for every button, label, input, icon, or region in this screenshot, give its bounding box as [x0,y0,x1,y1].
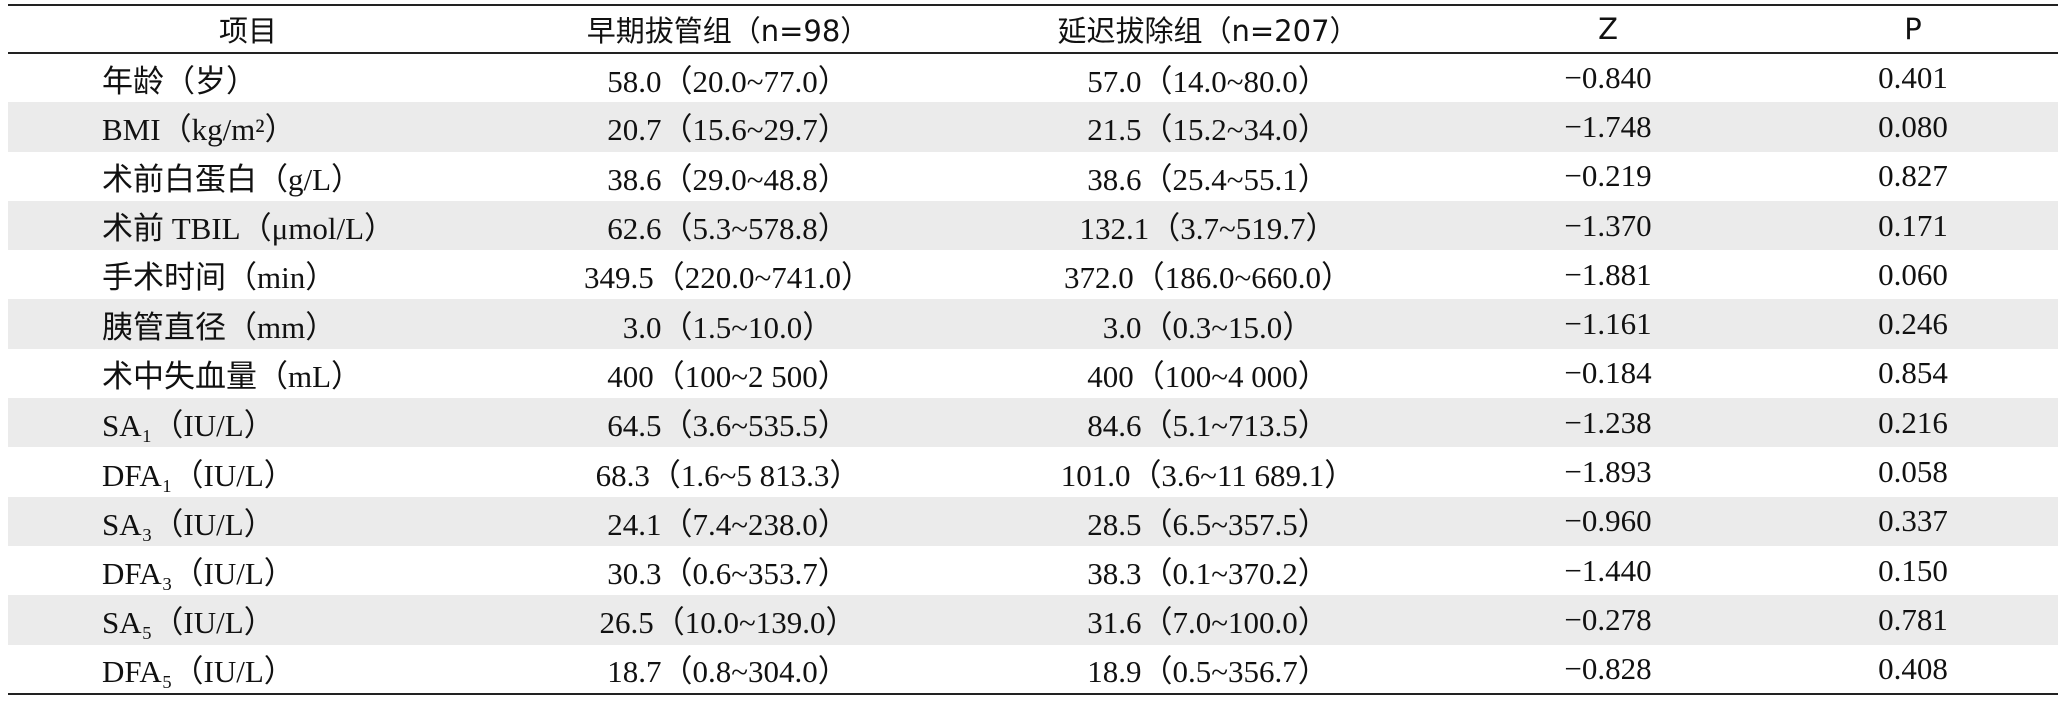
cell: −1.161 [1564,306,1652,342]
cell: 31.6（7.0~100.0） [1087,605,1329,641]
header-cell: 早期拔管组（n=98） [586,14,870,48]
cell: 0.246 [1878,306,1948,342]
table-row: DFA₃（IU/L） 30.3（0.6~353.7） 38.3（0.1~370.2）… [8,546,2058,595]
table-row: SA₁（IU/L） 64.5（3.6~535.5） 84.6（5.1~713.5） −… [8,398,2058,448]
cell: 0.781 [1878,601,1948,637]
header-row: 项目 早期拔管组（n=98） 延迟拔除组（n=207） Z P [8,5,2058,53]
cell: 26.5（10.0~139.0） [599,605,857,641]
row-label: BMI（kg/m²） [102,112,296,148]
cell: 62.6（5.3~578.8） [607,211,849,247]
cell: 349.5（220.0~741.0） [583,260,873,296]
table-row: SA₃（IU/L） 24.1（7.4~238.0） 28.5（6.5~357.5） −… [8,496,2058,546]
cell: 0.337 [1878,503,1948,539]
cell: 84.6（5.1~713.5） [1087,408,1329,444]
cell: −1.440 [1564,552,1652,588]
table-row: 术前白蛋白（g/L） 38.6（29.0~48.8） 38.6（25.4~55.1）… [8,152,2058,201]
cell: 0.408 [1878,650,1948,686]
cell: 38.6（29.0~48.8） [607,161,849,197]
cell: 18.9（0.5~356.7） [1087,654,1329,690]
cell: 0.060 [1878,256,1948,292]
cell: 20.7（15.6~29.7） [607,112,849,148]
cell: 101.0（3.6~11 689.1） [1060,457,1356,493]
row-label: DFA₅（IU/L） [102,654,295,690]
cell: 21.5（15.2~34.0） [1087,112,1329,148]
cell: −0.840 [1564,60,1652,96]
cell: 0.827 [1878,158,1948,194]
table-row: 术中失血量（mL） 400（100~2 500） 400（100~4 000） −0.… [8,349,2058,398]
header-cell: P [1904,12,1922,46]
cell: −0.219 [1564,158,1652,194]
cell: −0.828 [1564,650,1652,686]
cell: 30.3（0.6~353.7） [607,556,849,592]
cell: 0.216 [1878,404,1948,440]
cell: −0.960 [1564,503,1652,539]
table-row: SA₅（IU/L） 26.5（10.0~139.0） 31.6（7.0~100.0）… [8,595,2058,645]
table-row: 手术时间（min） 349.5（220.0~741.0） 372.0（186.0~6… [8,250,2058,299]
cell: −0.278 [1564,601,1652,637]
cell: 38.3（0.1~370.2） [1087,556,1329,592]
cell: 400（100~4 000） [1087,358,1329,394]
cell: 0.150 [1878,552,1948,588]
data-table: 项目 早期拔管组（n=98） 延迟拔除组（n=207） Z P 年龄（岁） 58.0（20… [8,4,2058,695]
cell: 132.1（3.7~519.7） [1079,211,1337,247]
cell: 0.401 [1878,60,1948,96]
cell: 38.6（25.4~55.1） [1087,161,1329,197]
cell: 64.5（3.6~535.5） [607,408,849,444]
row-label: SA₅（IU/L） [102,605,275,641]
row-label: SA₃（IU/L） [102,506,275,542]
cell: 3.0（1.5~10.0） [622,309,834,345]
header-cell: 项目 [218,14,277,48]
cell: −0.184 [1564,355,1652,391]
cell: 0.171 [1878,207,1948,243]
cell: 68.3（1.6~5 813.3） [595,457,861,493]
cell: −1.893 [1564,454,1652,490]
row-label: 胰管直径（mm） [102,309,337,345]
cell: 400（100~2 500） [607,358,849,394]
cell: −1.370 [1564,207,1652,243]
table-row: DFA₁（IU/L） 68.3（1.6~5 813.3） 101.0（3.6~11 … [8,447,2058,496]
table-row: 术前 TBIL（μmol/L） 62.6（5.3~578.8） 132.1（3.7~… [8,200,2058,251]
table-row: 胰管直径（mm） 3.0（1.5~10.0） 3.0（0.3~15.0） −1.161… [8,299,2058,349]
row-label: 术前白蛋白（g/L） [102,161,363,197]
row-label: DFA₃（IU/L） [102,556,295,592]
cell: 28.5（6.5~357.5） [1087,506,1329,542]
table-row: BMI（kg/m²） 20.7（15.6~29.7） 21.5（15.2~34.0）… [8,102,2058,152]
row-label: SA₁（IU/L） [102,408,275,444]
row-label: 年龄（岁） [102,63,257,99]
table-body: 年龄（岁） 58.0（20.0~77.0） 57.0（14.0~80.0） −0.84… [8,53,2058,694]
cell: 0.058 [1878,454,1948,490]
cell: 24.1（7.4~238.0） [607,506,849,542]
cell: −1.748 [1564,108,1652,144]
cell: 372.0（186.0~660.0） [1063,260,1353,296]
header-cell: Z [1598,12,1618,46]
cell: 58.0（20.0~77.0） [607,63,849,99]
row-label: 术前 TBIL（μmol/L） [102,211,396,247]
cell: −1.881 [1564,256,1652,292]
cell: 3.0（0.3~15.0） [1102,309,1314,345]
header-cell: 延迟拔除组（n=207） [1057,14,1359,48]
row-label: 手术时间（min） [102,260,337,296]
cell: 18.7（0.8~304.0） [607,654,849,690]
row-label: 术中失血量（mL） [102,358,363,394]
table-row: 年龄（岁） 58.0（20.0~77.0） 57.0（14.0~80.0） −0.84… [8,53,2058,102]
cell: 57.0（14.0~80.0） [1087,63,1329,99]
row-label: DFA₁（IU/L） [102,457,295,493]
cell: 0.080 [1878,108,1948,144]
table-row: DFA₅（IU/L） 18.7（0.8~304.0） 18.9（0.5~356.7）… [8,645,2058,694]
cell: 0.854 [1878,355,1948,391]
cell: −1.238 [1564,404,1652,440]
